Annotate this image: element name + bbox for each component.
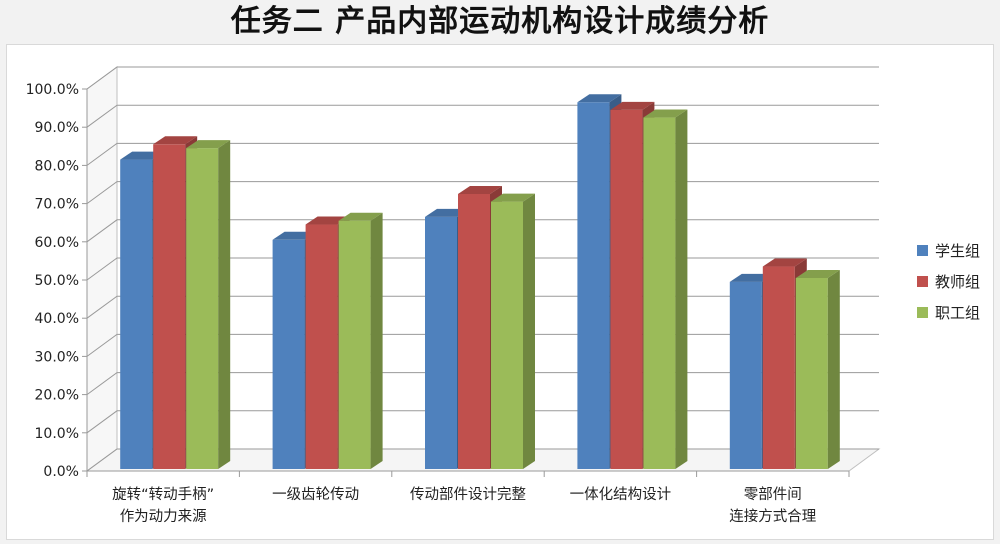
x-tick-label: 一级齿轮传动 (272, 486, 359, 503)
bar (458, 193, 490, 469)
bar-side (370, 212, 383, 469)
bar (425, 216, 457, 469)
bar (643, 117, 676, 469)
y-tick-label: 20.0% (35, 388, 79, 404)
bar (610, 109, 643, 470)
y-tick-label: 50.0% (35, 273, 79, 289)
bar-top (338, 212, 383, 221)
bar-side (675, 109, 688, 469)
bar-chart: 0.0% 10.0% 20.0% 30.0% 40.0% 50.0% 60.0% 70.0% 8… (26, 66, 980, 525)
gridline (86, 66, 879, 90)
x-tick-label: 传动部件设计完整 (410, 486, 526, 503)
bar-top (577, 94, 622, 103)
y-tick-label: 40.0% (35, 311, 79, 327)
x-tick-label: 连接方式合理 (729, 508, 816, 525)
bar-side (218, 140, 231, 469)
x-tick-label: 零部件间 (744, 486, 802, 503)
x-tick-label: 一体化结构设计 (570, 486, 672, 503)
bar-top (762, 258, 807, 267)
bar (795, 278, 828, 469)
bar-top (186, 140, 231, 149)
bar (153, 144, 186, 470)
bar-top (643, 109, 688, 118)
bar (305, 224, 338, 469)
legend-swatch (917, 276, 928, 287)
bar (729, 281, 762, 469)
bar-top (795, 270, 840, 278)
bar (491, 201, 523, 469)
x-tick-label: 作为动力来源 (120, 508, 207, 525)
y-tick-label: 70.0% (35, 197, 79, 213)
legend-label: 学生组 (935, 242, 980, 260)
bar (120, 159, 153, 469)
y-tick-label: 100.0% (26, 82, 79, 98)
y-tick-label: 80.0% (35, 158, 79, 174)
y-tick-label: 60.0% (35, 235, 79, 251)
bar (762, 266, 795, 469)
legend-label: 职工组 (935, 304, 980, 322)
chart-card: 0.0% 10.0% 20.0% 30.0% 40.0% 50.0% 60.0% 70.0% 8… (6, 44, 994, 540)
legend-swatch (917, 307, 928, 318)
y-tick-label: 10.0% (35, 426, 79, 442)
y-tick-label: 90.0% (35, 120, 79, 136)
bar-top (491, 193, 535, 202)
bar (577, 102, 610, 469)
bar-top (610, 101, 655, 110)
x-tick-label: 旋转“转动手柄” (112, 486, 214, 503)
page-title: 任务二 产品内部运动机构设计成绩分析 (230, 4, 770, 39)
bar-side (523, 193, 535, 469)
y-tick-label: 30.0% (35, 349, 79, 365)
y-tick-label: 0.0% (43, 464, 79, 480)
bar-top (153, 136, 198, 145)
bar-top (458, 185, 502, 194)
bar (186, 148, 219, 469)
bar (272, 239, 305, 469)
bar-side (827, 270, 840, 469)
legend-label: 教师组 (935, 273, 980, 291)
legend-swatch (917, 245, 928, 256)
bar (338, 220, 371, 469)
